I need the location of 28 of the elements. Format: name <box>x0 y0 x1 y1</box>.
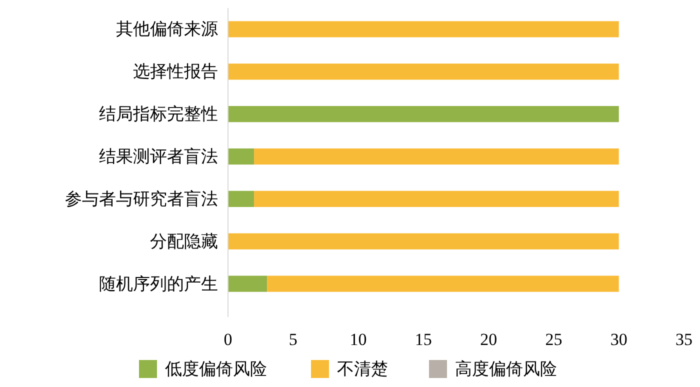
legend-label: 不清楚 <box>337 360 388 378</box>
x-tick-label: 15 <box>414 330 432 349</box>
bar <box>228 21 619 38</box>
x-tick-label: 0 <box>224 330 232 349</box>
bar <box>228 64 619 80</box>
y-tick-label: 分配隐藏 <box>150 232 218 251</box>
x-tick-label: 10 <box>350 330 367 349</box>
x-tick-label: 5 <box>288 330 298 349</box>
legend-label: 低度偏倚风险 <box>165 360 267 378</box>
y-tick-label: 随机序列的产生 <box>99 274 218 294</box>
y-tick-label: 参与者与研究者盲法 <box>65 189 218 208</box>
bar <box>228 106 619 122</box>
bar <box>267 276 619 292</box>
y-tick-label: 选择性报告 <box>133 62 218 82</box>
y-tick-label: 其他偏倚来源 <box>116 20 218 39</box>
bar <box>228 233 619 250</box>
x-tick-label: 35 <box>676 330 692 349</box>
bar <box>228 148 254 165</box>
bar <box>228 276 268 292</box>
bar <box>254 148 619 165</box>
y-tick-label: 结果测评者盲法 <box>99 147 218 166</box>
x-tick-label: 25 <box>545 330 562 349</box>
bar <box>254 190 619 207</box>
y-tick-label: 结局指标完整性 <box>99 104 218 124</box>
x-tick-label: 20 <box>480 330 498 349</box>
x-tick-label: 30 <box>610 330 628 349</box>
legend-label: 高度偏倚风险 <box>455 360 557 378</box>
bar <box>228 190 254 207</box>
